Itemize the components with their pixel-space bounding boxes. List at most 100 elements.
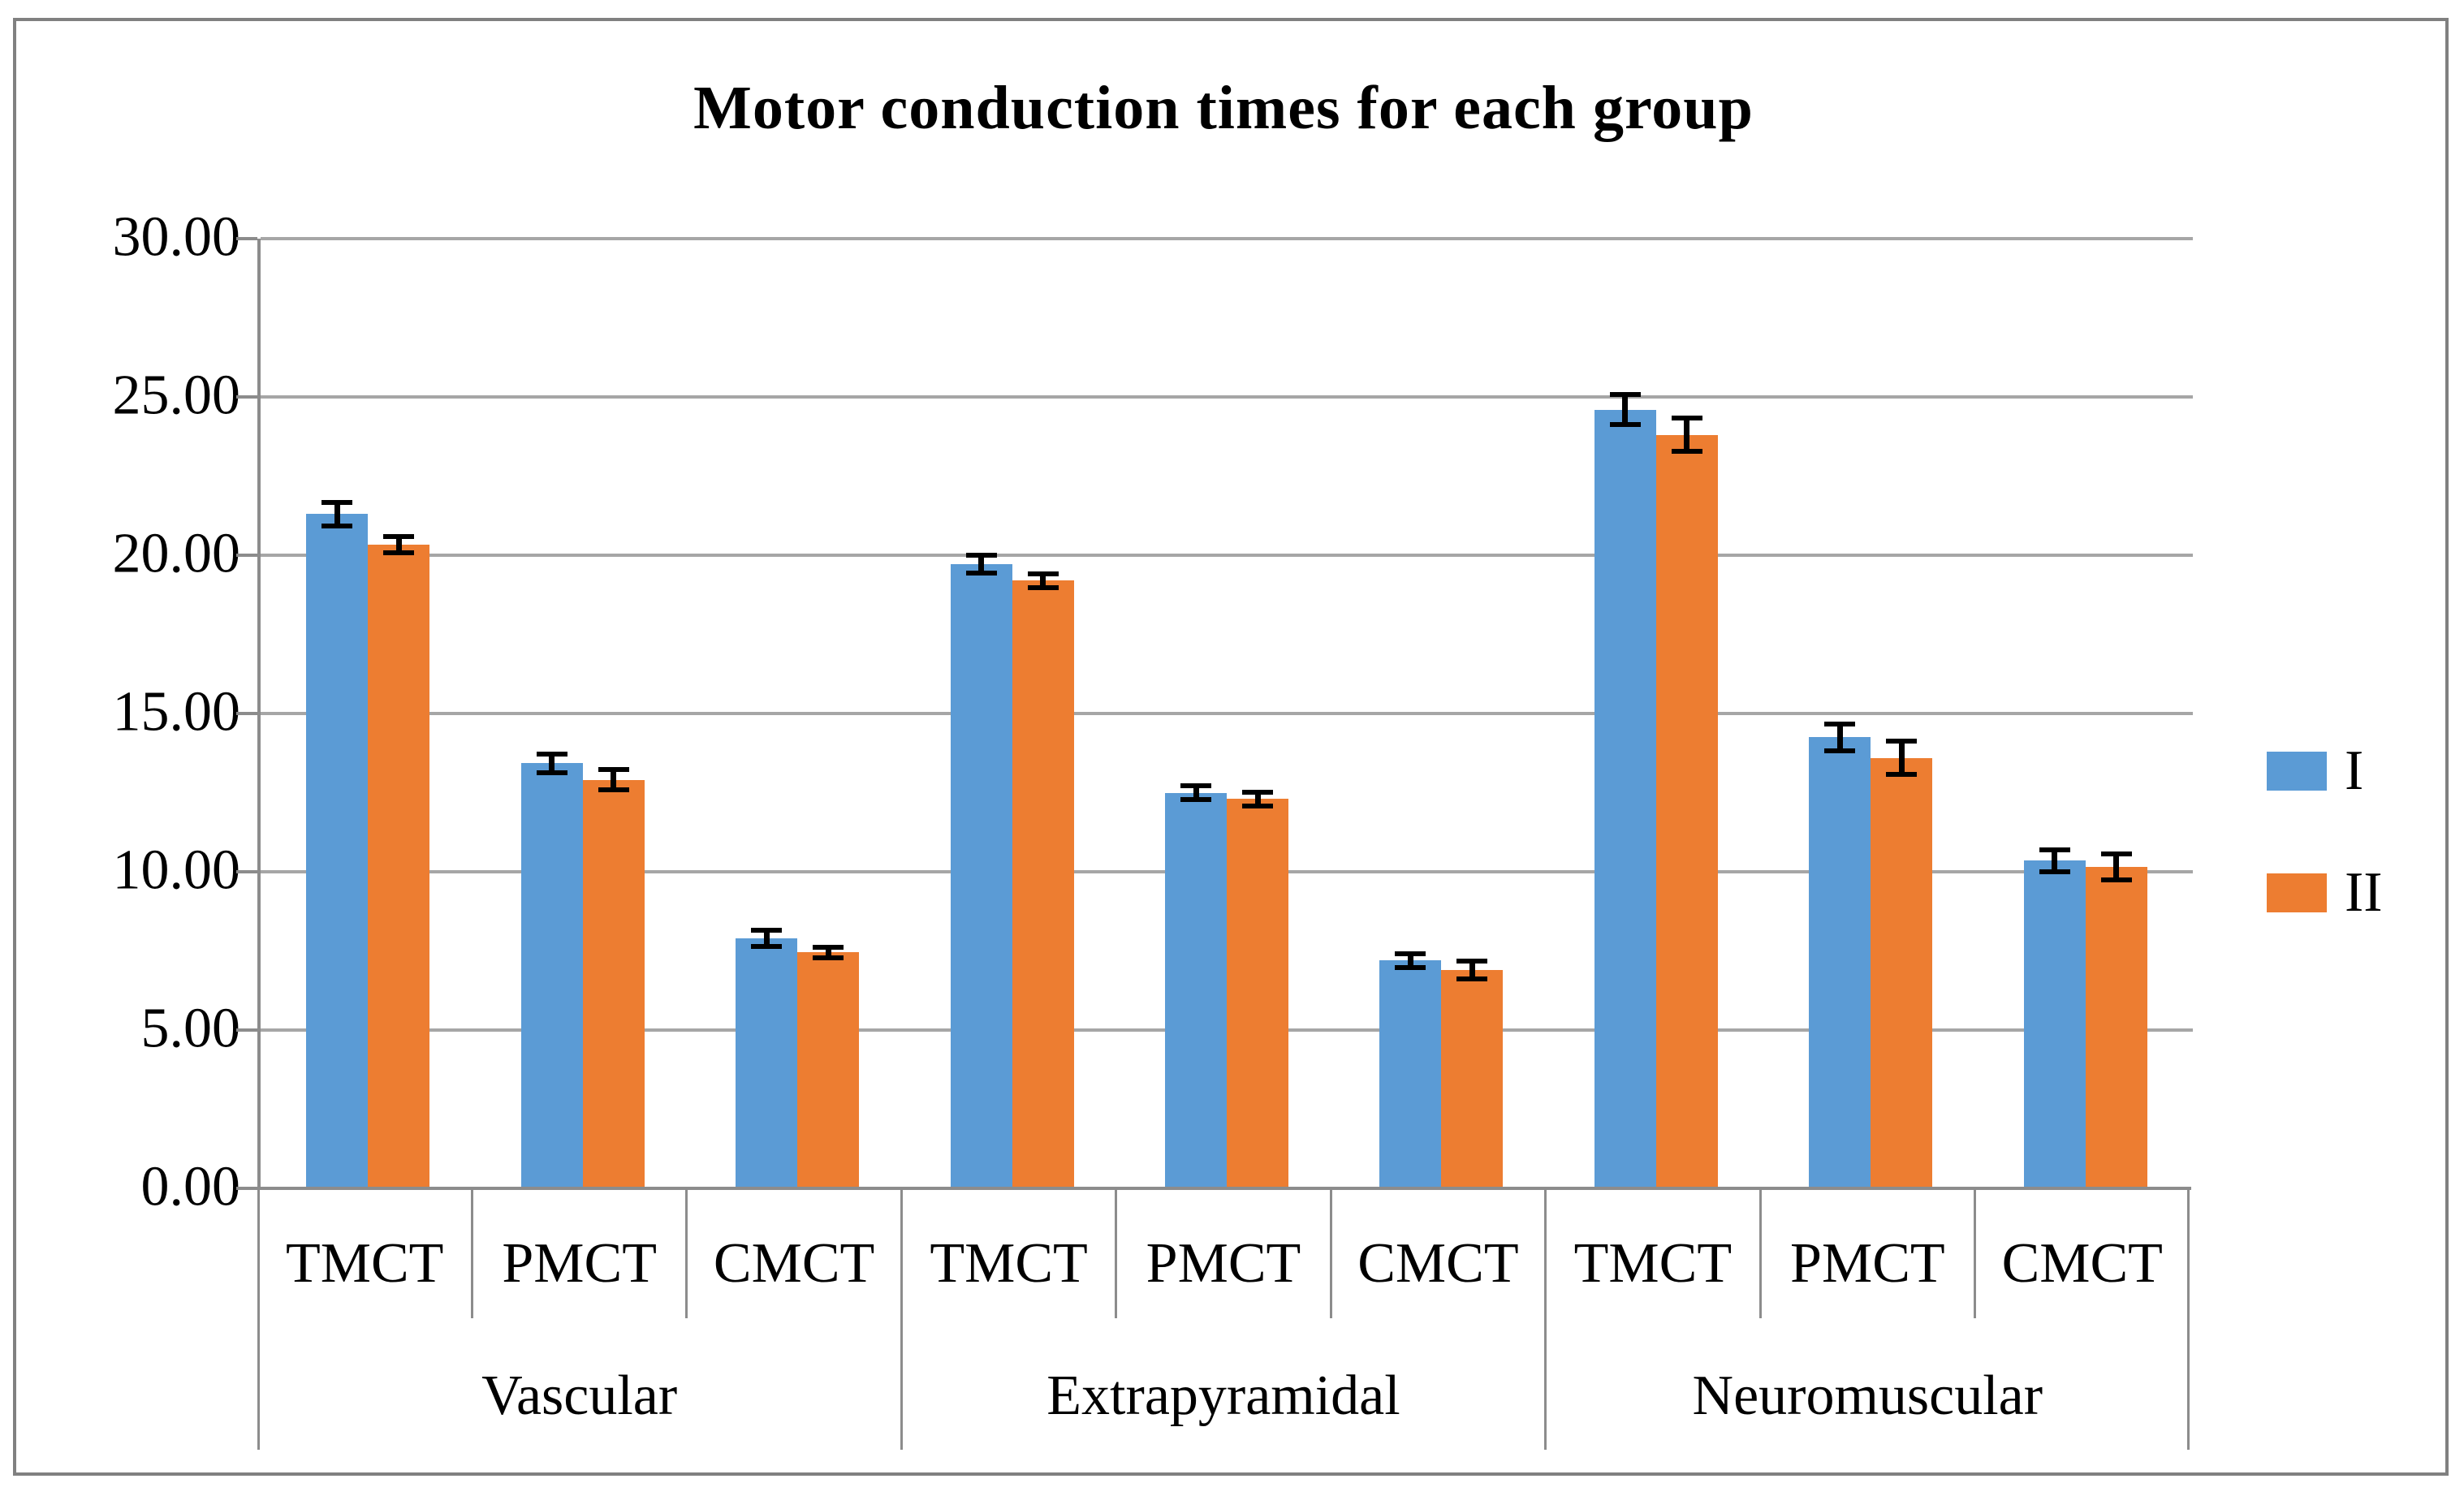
group-label-cell: Extrapyramidal <box>1046 1365 1400 1427</box>
error-bar-line <box>825 944 831 961</box>
error-bar <box>1609 392 1641 428</box>
error-bar <box>1824 721 1856 753</box>
gridline <box>261 395 2193 399</box>
bar-series-II <box>797 952 860 1188</box>
y-axis-tick-label: 30.00 <box>112 205 241 269</box>
bar-series-I <box>2023 860 2086 1188</box>
bar-series-I <box>736 938 798 1188</box>
category-separator <box>1758 1188 1762 1318</box>
error-bar <box>2039 847 2070 874</box>
bar-series-II <box>1441 969 1504 1188</box>
category-separator <box>1329 1188 1332 1318</box>
y-axis-tick <box>236 1028 257 1032</box>
category-label-cell: CMCT <box>1357 1232 1519 1295</box>
chart-title: Motor conduction times for each group <box>693 74 1754 142</box>
error-bar-line <box>611 767 617 793</box>
error-bar-line <box>1469 959 1475 981</box>
error-bar-line <box>334 499 340 528</box>
error-bar <box>2100 851 2132 882</box>
bar-series-I <box>520 763 583 1188</box>
y-axis-tick <box>236 712 257 715</box>
bar-series-II <box>368 545 430 1188</box>
error-bar-line <box>1898 739 1905 777</box>
group-label-cell: Vascular <box>481 1365 678 1427</box>
bar-series-I <box>1594 409 1656 1188</box>
error-bar-line <box>395 534 402 555</box>
error-bar <box>965 552 997 576</box>
category-separator <box>1974 1188 1977 1318</box>
category-separator <box>470 1188 473 1318</box>
bar-series-II <box>1012 580 1074 1188</box>
error-bar-line <box>2052 847 2058 874</box>
y-axis-tick-label: 10.00 <box>112 839 241 902</box>
category-separator <box>1115 1188 1118 1318</box>
group-separator <box>1544 1188 1547 1450</box>
error-bar <box>321 499 353 528</box>
category-label-cell: TMCT <box>285 1232 444 1295</box>
y-axis-tick <box>236 554 257 557</box>
bar-series-I <box>1379 960 1442 1188</box>
y-axis-tick <box>236 1187 257 1190</box>
y-axis-tick <box>236 237 257 240</box>
error-bar <box>813 944 844 961</box>
axis-table-border-left <box>257 1188 260 1450</box>
legend-entry-II: II <box>2267 864 2383 921</box>
bar-series-II <box>2085 867 2147 1188</box>
category-label-cell: TMCT <box>1573 1232 1733 1295</box>
gridline <box>261 712 2193 715</box>
bar-series-II <box>1655 434 1718 1188</box>
y-axis-tick-label: 15.00 <box>112 680 241 744</box>
category-label-cell: CMCT <box>2001 1232 2163 1295</box>
error-bar-line <box>1407 951 1413 970</box>
error-bar-line <box>978 552 985 576</box>
error-bar-line <box>1193 782 1199 803</box>
category-label-cell: TMCT <box>930 1232 1088 1295</box>
y-axis-tick-label: 5.00 <box>140 997 241 1060</box>
category-label-cell: PMCT <box>1146 1232 1301 1295</box>
error-bar <box>751 928 783 949</box>
category-label-cell: PMCT <box>1790 1232 1945 1295</box>
error-bar-line <box>1622 392 1629 428</box>
error-bar <box>598 767 629 793</box>
error-bar-line <box>1040 571 1046 590</box>
y-axis-tick-label: 0.00 <box>140 1155 241 1218</box>
legend-swatch-II <box>2267 873 2327 912</box>
y-axis-tick-label: 20.00 <box>112 522 241 585</box>
gridline <box>261 554 2193 557</box>
y-axis-tick <box>236 870 257 873</box>
legend-entry-I: I <box>2267 743 2363 800</box>
y-axis-tick <box>236 395 257 399</box>
error-bar <box>536 751 567 775</box>
category-label-cell: CMCT <box>713 1232 875 1295</box>
gridline <box>261 237 2193 240</box>
error-bar-line <box>549 751 555 775</box>
legend-label-II: II <box>2345 861 2383 924</box>
legend-label-I: I <box>2345 739 2364 802</box>
error-bar-line <box>1836 721 1843 753</box>
y-axis-tick-label: 25.00 <box>112 364 241 427</box>
group-separator <box>900 1188 903 1450</box>
error-bar <box>1242 789 1273 808</box>
bar-series-II <box>1871 757 1933 1188</box>
error-bar-line <box>1254 789 1261 808</box>
category-label-cell: PMCT <box>502 1232 657 1295</box>
error-bar-line <box>1684 416 1690 455</box>
bar-series-I <box>306 514 369 1188</box>
error-bar <box>383 534 415 555</box>
error-bar <box>1027 571 1059 590</box>
bar-series-I <box>950 563 1012 1188</box>
legend-swatch-I <box>2267 752 2327 791</box>
error-bar <box>1180 782 1211 803</box>
category-separator <box>685 1188 688 1318</box>
bar-series-I <box>1165 792 1227 1188</box>
error-bar-line <box>2113 851 2120 882</box>
plot-area <box>257 237 2193 1188</box>
error-bar <box>1456 959 1488 981</box>
axis-table-border-right <box>2187 1188 2190 1450</box>
error-bar-line <box>763 928 770 949</box>
error-bar <box>1886 739 1918 777</box>
bar-series-II <box>1227 799 1288 1188</box>
error-bar <box>1395 951 1426 970</box>
group-label-cell: Neuromuscular <box>1692 1365 2043 1427</box>
